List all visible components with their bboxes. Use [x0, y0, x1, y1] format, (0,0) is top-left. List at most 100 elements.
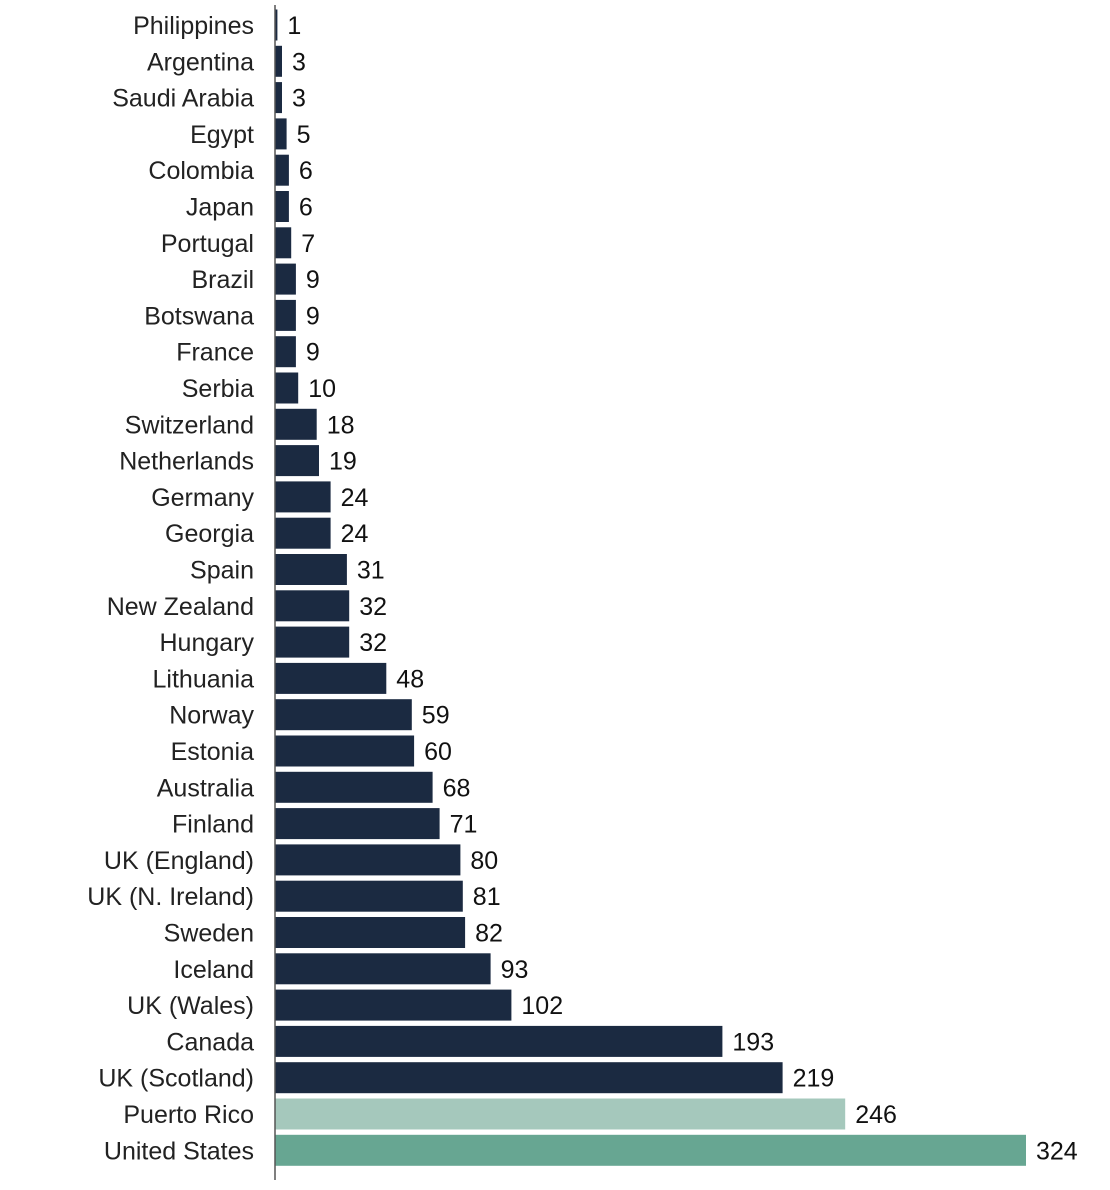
category-label-brazil: Brazil: [191, 266, 254, 294]
value-label-iceland: 93: [501, 956, 529, 984]
value-label-uk-scotland: 219: [793, 1065, 835, 1093]
bar-portugal: [275, 227, 292, 259]
value-label-botswana: 9: [306, 302, 320, 330]
category-label-germany: Germany: [151, 484, 254, 512]
bar-uk-england: [275, 844, 461, 876]
category-label-estonia: Estonia: [171, 738, 254, 766]
bar-sweden: [275, 917, 466, 948]
bars-group: [275, 9, 1026, 1166]
category-label-australia: Australia: [157, 774, 254, 802]
bar-egypt: [275, 118, 287, 150]
value-label-philippines: 1: [287, 12, 301, 40]
category-labels-group: Philippines Argentina Saudi Arabia Egypt Col…: [87, 12, 254, 1165]
category-label-spain: Spain: [190, 557, 254, 585]
category-label-puerto-rico: Puerto Rico: [123, 1101, 254, 1129]
value-label-portugal: 7: [301, 230, 315, 258]
value-label-serbia: 10: [308, 375, 336, 403]
category-label-botswana: Botswana: [144, 302, 254, 330]
value-label-uk-england: 80: [470, 847, 498, 875]
value-label-united-states: 324: [1036, 1137, 1078, 1165]
bar-united-states: [275, 1134, 1026, 1166]
category-label-norway: Norway: [169, 702, 254, 730]
value-label-sweden: 82: [475, 920, 503, 948]
bar-botswana: [275, 299, 296, 331]
category-label-serbia: Serbia: [182, 375, 254, 403]
value-label-estonia: 60: [424, 738, 452, 766]
value-label-france: 9: [306, 339, 320, 367]
category-label-japan: Japan: [186, 194, 254, 222]
bar-spain: [275, 554, 347, 585]
category-label-united-states: United States: [104, 1137, 254, 1165]
category-label-hungary: Hungary: [160, 629, 255, 657]
bar-france: [275, 336, 296, 368]
value-label-uk-n-ireland: 81: [473, 883, 501, 911]
bar-iceland: [275, 953, 491, 985]
bar-lithuania: [275, 662, 387, 694]
value-label-new-zealand: 32: [359, 593, 387, 621]
value-label-switzerland: 18: [327, 411, 355, 439]
bar-uk-wales: [275, 989, 512, 1021]
bar-finland: [275, 808, 440, 840]
value-label-spain: 31: [357, 557, 385, 585]
value-label-saudi-arabia: 3: [292, 85, 306, 113]
category-label-uk-england: UK (England): [104, 847, 254, 875]
value-label-georgia: 24: [341, 520, 369, 548]
bar-new-zealand: [275, 590, 350, 622]
bar-colombia: [275, 154, 289, 186]
category-label-uk-wales: UK (Wales): [127, 992, 254, 1020]
bar-uk-scotland: [275, 1062, 783, 1094]
value-label-germany: 24: [341, 484, 369, 512]
value-label-japan: 6: [299, 194, 313, 222]
value-label-egypt: 5: [297, 121, 311, 149]
category-label-netherlands: Netherlands: [119, 448, 254, 476]
bar-norway: [275, 699, 412, 731]
bar-hungary: [275, 626, 350, 658]
category-label-philippines: Philippines: [133, 12, 254, 40]
bar-serbia: [275, 372, 299, 404]
category-label-argentina: Argentina: [147, 48, 254, 76]
bar-philippines: [275, 9, 278, 41]
category-label-portugal: Portugal: [161, 230, 254, 258]
category-label-lithuania: Lithuania: [153, 665, 255, 693]
value-label-colombia: 6: [299, 157, 313, 185]
category-label-colombia: Colombia: [148, 157, 254, 185]
bar-saudi-arabia: [275, 82, 282, 114]
bar-canada: [275, 1025, 723, 1057]
value-label-puerto-rico: 246: [855, 1101, 897, 1129]
category-label-new-zealand: New Zealand: [107, 593, 254, 621]
value-label-canada: 193: [732, 1028, 774, 1056]
bar-estonia: [275, 735, 415, 767]
value-label-lithuania: 48: [396, 665, 424, 693]
bar-argentina: [275, 45, 282, 77]
value-label-argentina: 3: [292, 48, 306, 76]
bar-brazil: [275, 263, 296, 295]
category-label-france: France: [176, 339, 254, 367]
bar-switzerland: [275, 408, 317, 440]
category-label-finland: Finland: [172, 811, 254, 839]
value-label-australia: 68: [443, 774, 471, 802]
category-label-egypt: Egypt: [190, 121, 254, 149]
bar-japan: [275, 191, 289, 222]
bar-puerto-rico: [275, 1098, 846, 1130]
value-label-finland: 71: [450, 811, 478, 839]
category-label-sweden: Sweden: [164, 920, 254, 948]
value-label-norway: 59: [422, 702, 450, 730]
category-label-saudi-arabia: Saudi Arabia: [112, 85, 254, 113]
bar-uk-n-ireland: [275, 880, 463, 912]
value-labels-group: 1 3 3 5 6 6 7 9 9 9 10 18 19 24 24 31 32 32 48 59 60 68 71 80 81…: [287, 12, 1077, 1165]
category-label-uk-scotland: UK (Scotland): [98, 1065, 254, 1093]
category-label-iceland: Iceland: [173, 956, 254, 984]
bar-germany: [275, 481, 331, 513]
category-label-switzerland: Switzerland: [125, 411, 254, 439]
category-label-georgia: Georgia: [165, 520, 254, 548]
value-label-hungary: 32: [359, 629, 387, 657]
value-label-uk-wales: 102: [521, 992, 563, 1020]
bar-australia: [275, 771, 433, 803]
bar-netherlands: [275, 445, 319, 477]
bar-georgia: [275, 517, 331, 549]
value-label-brazil: 9: [306, 266, 320, 294]
category-label-canada: Canada: [166, 1028, 254, 1056]
category-label-uk-n-ireland: UK (N. Ireland): [87, 883, 254, 911]
value-label-netherlands: 19: [329, 448, 357, 476]
